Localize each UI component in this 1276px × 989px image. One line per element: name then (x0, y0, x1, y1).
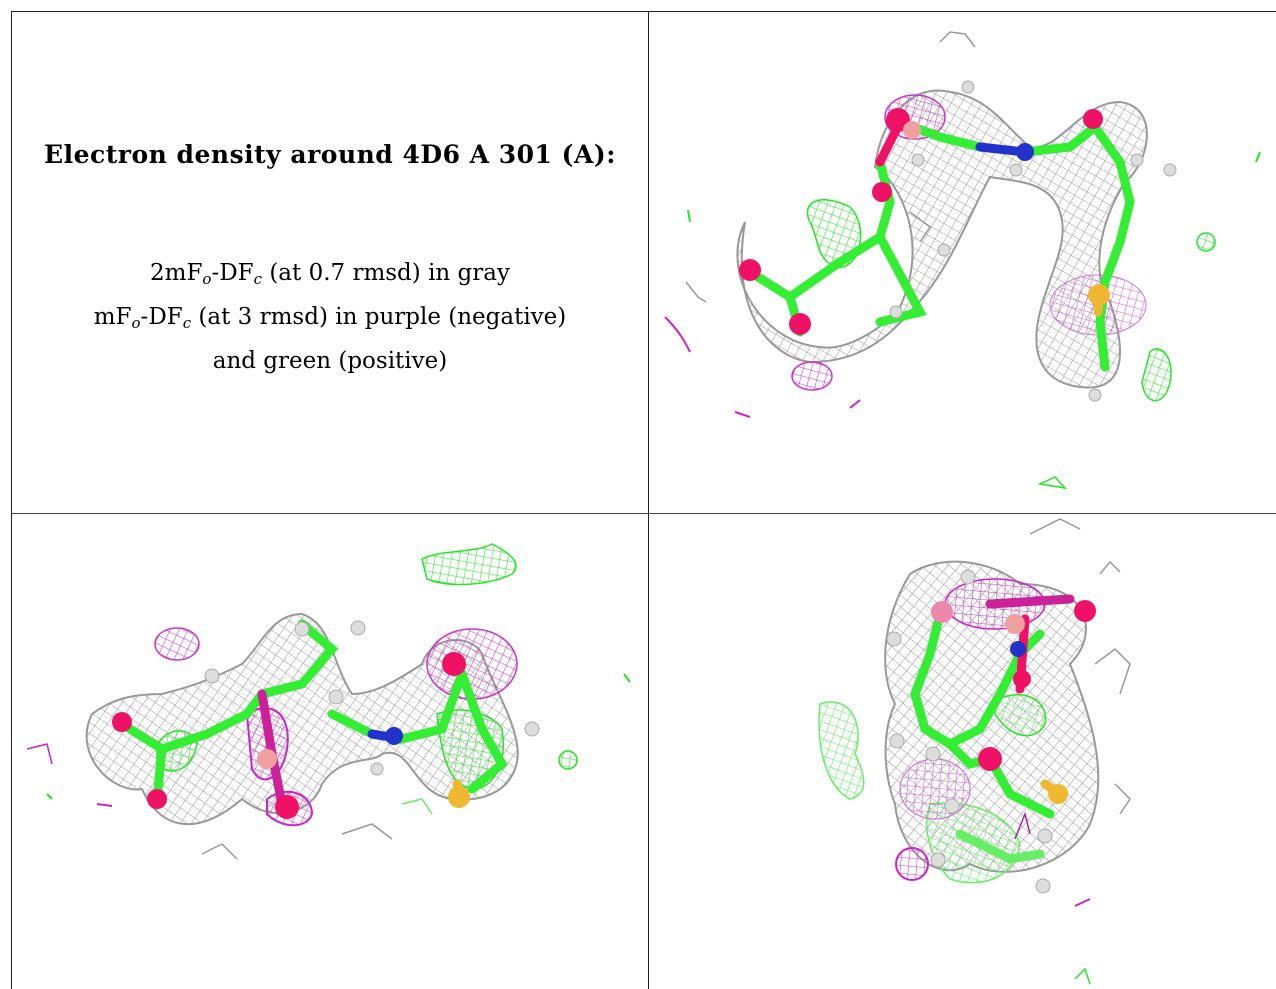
green-density-blob (558, 750, 578, 770)
green-density-fragment (46, 793, 53, 800)
legend-line-positive: and green (positive) (212, 348, 448, 374)
purple-density-blob (899, 758, 971, 820)
green-density-blob (1196, 232, 1216, 252)
molecule-render-1 (664, 31, 1261, 490)
density-view-bottom-right (650, 514, 1276, 989)
gray-density-mesh (736, 89, 1148, 389)
gray-density-fragment (1094, 648, 1131, 695)
map-legend: 2mFo-DFc (at 0.7 rmsd) in gray mFo-DFc (… (12, 254, 648, 380)
molecule-atoms (886, 569, 1096, 894)
gray-density-fragment (939, 31, 976, 48)
density-view-top-right (650, 12, 1276, 512)
green-density-fragment (1037, 476, 1067, 490)
gray-density-fragment (909, 211, 932, 243)
green-density-blob (806, 199, 862, 268)
molecule-atoms (739, 80, 1177, 402)
green-density-fragment (1074, 967, 1091, 985)
green-density-blob (818, 701, 865, 800)
green-density-fragment (687, 209, 691, 223)
gray-density-fragment (1114, 783, 1131, 815)
molecule-render-2 (26, 543, 631, 860)
gray-density-fragment (685, 281, 707, 303)
molecule-bonds (910, 594, 1075, 864)
green-density-fragment (1255, 151, 1261, 163)
molecule-bonds (117, 619, 508, 809)
figure-title: Electron density around 4D6 A 301 (A): (44, 140, 616, 169)
purple-density-blob (791, 361, 833, 391)
green-density-blob (1141, 348, 1172, 402)
purple-density-fragment (734, 411, 751, 418)
top-border (11, 11, 1276, 12)
gray-density-mesh (85, 612, 519, 825)
purple-density-fragment (1014, 811, 1031, 840)
legend-line-difference: mFo-DFc (at 3 rmsd) in purple (negative) (93, 304, 567, 332)
left-border (11, 11, 12, 989)
purple-density-fragment (96, 803, 113, 807)
caption-panel: Electron density around 4D6 A 301 (A): 2… (12, 12, 648, 512)
green-density-fragment (623, 673, 631, 683)
legend-line-gray: 2mFo-DFc (at 0.7 rmsd) in gray (150, 260, 510, 288)
molecule-render-3 (818, 518, 1131, 985)
gray-density-fragment (1029, 518, 1081, 535)
green-density-blob (989, 694, 1047, 737)
gray-density-fragment (341, 823, 393, 840)
middle-divider (11, 513, 1276, 514)
density-view-bottom-left (12, 514, 648, 989)
purple-density-blob (154, 627, 200, 661)
gray-density-fragment (201, 843, 238, 860)
purple-density-blob (895, 847, 929, 881)
purple-density-fragment (26, 743, 53, 765)
purple-density-fragment (1074, 898, 1091, 907)
green-density-blob (421, 543, 517, 586)
gray-density-fragment (1099, 560, 1121, 575)
green-density-fragment (401, 798, 433, 815)
molecule-atoms (112, 620, 540, 819)
purple-density-fragment (664, 316, 691, 353)
center-divider (648, 11, 649, 989)
purple-density-fragment (849, 399, 861, 409)
